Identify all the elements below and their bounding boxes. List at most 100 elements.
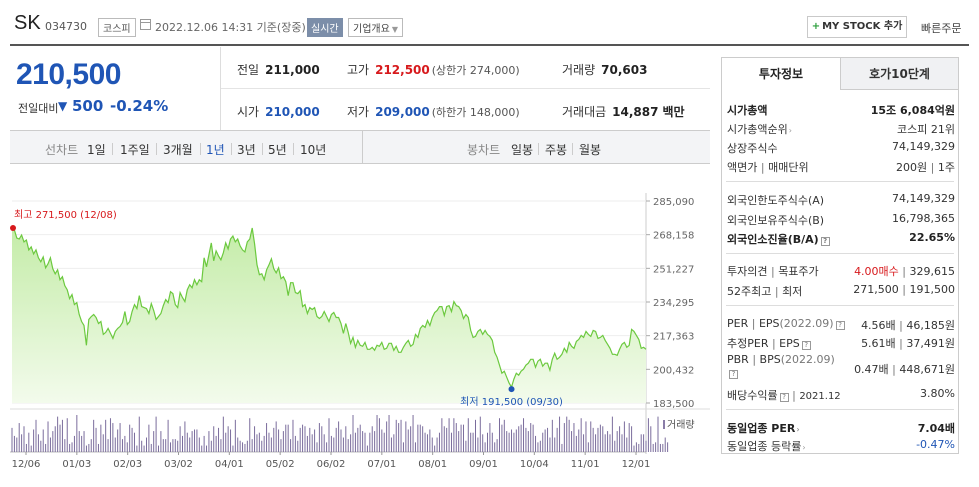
- tab-1w[interactable]: 1주일: [120, 143, 150, 157]
- my-stock-add-button[interactable]: + MY STOCK 추가: [807, 16, 907, 38]
- open-label: 시가: [237, 105, 260, 119]
- investment-info-panel: 투자정보 호가10단계 시가총액 15조 6,084억원 시가총액순위› 코스피…: [721, 57, 959, 454]
- week52-low-label: 최저: [782, 285, 803, 298]
- tab-daily[interactable]: 일봉: [511, 143, 534, 157]
- est-eps-label: EPS: [779, 337, 800, 350]
- help-icon[interactable]: ?: [729, 370, 738, 379]
- y-tick-label: 268,158: [653, 231, 694, 242]
- prev-close-value: 211,000: [265, 63, 320, 77]
- realtime-button[interactable]: 실시간: [307, 18, 343, 37]
- tab-divider: [156, 143, 157, 155]
- sector-rate-row[interactable]: 동일업종 등락률› -0.47%: [727, 438, 955, 454]
- dividend-label: 배당수익률: [727, 389, 778, 402]
- tab-5y[interactable]: 5년: [268, 143, 287, 157]
- x-tick-label: 03/02: [164, 459, 193, 470]
- sector-per-row[interactable]: 동일업종 PER› 7.04배: [727, 420, 955, 436]
- foreign-ratio-label: 외국인소진율(B/A): [727, 233, 819, 246]
- foreign-limit-row: 외국인한도주식수(A) 74,149,329: [727, 192, 955, 208]
- header-divider: [10, 44, 969, 46]
- tab-divider: [231, 143, 232, 155]
- foreign-hold-label: 외국인보유주식수(B): [727, 214, 825, 227]
- high-label: 고가: [347, 63, 370, 77]
- y-tick-label: 200,432: [653, 365, 694, 376]
- trade-unit-label: 매매단위: [768, 161, 809, 174]
- tab-divider: [538, 143, 539, 155]
- chart-period-tabs: 선차트 1일 1주일 3개월 1년 3년 5년 10년 봉차트 일봉 주봉 월봉: [10, 131, 710, 164]
- dividend-value: 3.80%: [920, 387, 955, 400]
- tab-10y[interactable]: 10년: [300, 143, 327, 157]
- low-value: 209,000: [375, 105, 430, 119]
- price-chart[interactable]: 285,090 268,158 251,227 234,295 217,363 200,4…: [10, 165, 710, 487]
- y-tick-label: 234,295: [653, 298, 694, 309]
- summary-divider: [220, 47, 221, 130]
- bps-period: (2022.09): [780, 353, 835, 366]
- help-icon[interactable]: ?: [820, 237, 830, 246]
- tab-1d[interactable]: 1일: [87, 143, 106, 157]
- help-icon[interactable]: ?: [779, 393, 789, 402]
- est-per-row: 추정PER | EPS? 5.61배 | 37,491원: [727, 337, 955, 350]
- market-badge: 코스피: [98, 18, 136, 37]
- price-line: [11, 227, 647, 389]
- down-triangle-icon: ▼: [58, 99, 68, 113]
- company-info-label: 기업개요: [353, 24, 390, 35]
- est-per-label: 추정PER: [727, 337, 769, 350]
- panel-divider: [726, 305, 954, 306]
- x-tick-label: 12/06: [12, 459, 41, 470]
- calendar-icon: [140, 19, 151, 30]
- company-info-dropdown[interactable]: 기업개요 ▼: [348, 18, 403, 37]
- x-tick-label: 06/02: [317, 459, 346, 470]
- x-tick-label: 08/01: [418, 459, 447, 470]
- x-tick-label: 04/01: [215, 459, 244, 470]
- dividend-period: 2021.12: [799, 391, 841, 402]
- tab-divider: [200, 143, 201, 155]
- quick-order-link[interactable]: 빠른주문: [921, 22, 962, 35]
- volume-value: 70,603: [601, 63, 648, 77]
- week52-high-value: 271,500: [853, 283, 899, 296]
- chevron-right-icon: ›: [802, 443, 806, 452]
- tab-1y[interactable]: 1년: [206, 143, 225, 157]
- low-label: 저가: [347, 105, 370, 119]
- panel-divider: [726, 253, 954, 254]
- y-tick-label: 183,500: [653, 399, 694, 410]
- chevron-right-icon: ›: [788, 126, 792, 135]
- tab-orderbook[interactable]: 호가10단계: [840, 58, 958, 90]
- upper-limit: (상한가 274,000): [431, 64, 520, 77]
- est-per-value: 5.61배: [861, 337, 896, 350]
- sector-rate-label: 동일업종 등락률: [727, 440, 802, 453]
- chevron-down-icon: ▼: [391, 25, 398, 34]
- min-marker: [508, 386, 515, 393]
- opinion-label: 투자의견: [727, 265, 768, 278]
- tab-weekly[interactable]: 주봉: [545, 143, 568, 157]
- change-percent: -0.24%: [110, 97, 169, 115]
- bps-value: 448,671원: [899, 363, 955, 376]
- help-icon[interactable]: ?: [801, 341, 811, 350]
- tab-divider: [112, 143, 113, 155]
- y-tick-label: 217,363: [653, 332, 694, 343]
- dividend-row: 배당수익률? | 2021.12 3.80%: [727, 387, 955, 402]
- tab-3y[interactable]: 3년: [237, 143, 256, 157]
- prev-close-label: 전일: [237, 63, 260, 77]
- listed-shares-label: 상장주식수: [727, 142, 778, 155]
- panel-divider: [726, 181, 954, 182]
- tab-3m[interactable]: 3개월: [163, 143, 193, 157]
- foreign-ratio-row: 외국인소진율(B/A)? 22.65%: [727, 231, 955, 247]
- sector-per-label: 동일업종 PER: [727, 422, 796, 435]
- pbr-label: PBR: [727, 353, 749, 366]
- stock-code: 034730: [45, 20, 87, 33]
- sector-rate-value: -0.47%: [916, 438, 955, 451]
- market-cap-rank-row[interactable]: 시가총액순위› 코스피 21위: [727, 121, 955, 137]
- eps-period: (2022.09): [779, 317, 834, 330]
- change-value: 500: [72, 97, 104, 115]
- help-icon[interactable]: ?: [835, 321, 845, 330]
- tab-divider: [572, 143, 573, 155]
- tab-divider: [293, 143, 294, 155]
- per-label: PER: [727, 317, 749, 330]
- tab-monthly[interactable]: 월봉: [579, 143, 602, 157]
- par-label: 액면가: [727, 161, 758, 174]
- foreign-hold-value: 16,798,365: [892, 212, 955, 225]
- max-marker: [10, 225, 16, 232]
- tab-investment-info[interactable]: 투자정보: [722, 58, 840, 90]
- min-annotation: 최저 191,500 (09/30): [460, 396, 563, 408]
- target-price-value: 329,615: [909, 265, 956, 278]
- bps-label: BPS: [759, 353, 781, 366]
